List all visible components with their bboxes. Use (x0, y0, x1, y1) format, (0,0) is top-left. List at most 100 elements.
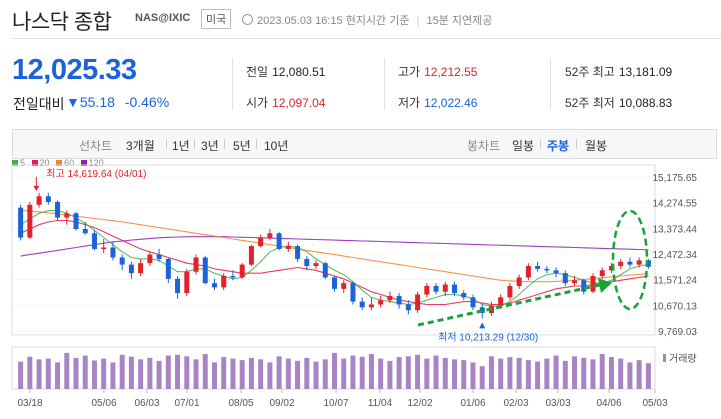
period-3y-tab[interactable]: 3년 (201, 139, 219, 153)
candle-chart-label: 봉차트 (467, 139, 501, 153)
period-1y-tab[interactable]: 1년 (172, 139, 190, 153)
ma120-legend-label: 120 (88, 158, 104, 168)
x-tick-label: 12/02 (407, 398, 432, 409)
candle-body (27, 204, 33, 238)
volume-bar (82, 355, 88, 389)
candle-body (553, 270, 559, 274)
x-tick-label: 09/02 (269, 398, 294, 409)
y-tick-label: 9,769.03 (658, 327, 697, 338)
high-annotation: 최고 14,619.64 (04/01) (46, 168, 146, 180)
y-tick-label: 13,373.44 (653, 224, 698, 235)
candle-body (156, 254, 162, 259)
candle-body (45, 196, 51, 202)
x-tick-label: 10/07 (323, 398, 348, 409)
volume-bar (128, 356, 134, 389)
candle-body (202, 257, 208, 284)
plot-frame (11, 164, 656, 336)
change-percent: -0.46% (124, 94, 170, 110)
market-badge: 미국 (201, 9, 232, 29)
y-tick-label: 12,472.34 (653, 250, 698, 261)
candle-body (470, 297, 476, 308)
candle-body (599, 270, 605, 276)
daily-candle-tab[interactable]: 일봉 (512, 139, 535, 153)
volume-bar (221, 357, 227, 389)
ma20-swatch (31, 160, 38, 166)
low-arrow-icon (479, 322, 486, 329)
price-chart[interactable]: 15,175.65 14,274.55 13,373.44 12,472.34 11,5… (0, 160, 721, 419)
divider (550, 58, 551, 110)
candle-body (18, 207, 24, 238)
volume-bar (396, 357, 402, 389)
candle-body (258, 237, 264, 247)
volume-bar (581, 357, 587, 389)
ma5-line (20, 209, 649, 307)
candle-body (175, 278, 181, 294)
volume-bar (332, 352, 337, 389)
candle-body (359, 301, 365, 308)
volume-bar (368, 354, 374, 389)
candle-body (581, 280, 587, 292)
candle-body (645, 260, 651, 267)
volume-bar (202, 354, 208, 389)
stat-52w-high: 52주 최고 13,181.09 (565, 65, 673, 79)
volume-bar (55, 362, 61, 389)
period-5y-tab[interactable]: 5년 (233, 139, 251, 153)
candle-body (91, 233, 97, 249)
weekly-candle-tab[interactable]: 주봉 (547, 139, 570, 153)
change-value: ▼55.18 -0.46% (66, 94, 170, 110)
candle-body (415, 294, 421, 311)
stat-high: 고가 12,212.55 (398, 65, 478, 79)
volume-bar (562, 360, 568, 389)
volume-bar (110, 362, 116, 389)
stat-prev-close: 전일 12,080.51 (246, 65, 326, 79)
candle-body (378, 300, 384, 305)
volume-bar (64, 352, 70, 389)
candle-body (433, 285, 439, 292)
ma60-legend-label: 60 (64, 158, 75, 168)
volume-bar (590, 359, 596, 389)
volume-legend-swatch (663, 354, 666, 362)
ma60-swatch (56, 160, 63, 166)
down-arrow-icon: ▼ (66, 94, 80, 110)
header: 나스닥 종합 NAS@IXIC 미국 2023.05.03 16:15 현지시간… (0, 0, 721, 36)
candle-body (119, 257, 125, 265)
candle-body (73, 213, 79, 230)
candle-body (461, 293, 467, 298)
candle-body (138, 263, 144, 274)
page-title: 나스닥 종합 (12, 11, 112, 34)
volume-bar (461, 360, 467, 389)
volume-bar (645, 363, 651, 389)
candle-body (387, 295, 393, 301)
volume-bar (119, 354, 125, 389)
candle-body (544, 268, 550, 271)
period-10y-tab[interactable]: 10년 (264, 139, 289, 153)
stat-52w-low: 52주 최저 10,088.83 (565, 96, 673, 110)
candle-body (332, 277, 337, 289)
x-tick-label: 05/03 (642, 398, 667, 409)
candle-body (285, 246, 291, 249)
candle-body (322, 263, 328, 278)
volume-bar (304, 357, 310, 389)
volume-bar (525, 360, 531, 389)
ma120-swatch (80, 160, 87, 166)
volume-bar (211, 362, 217, 389)
volume-bar (295, 360, 301, 389)
volume-bar (387, 360, 393, 389)
y-tick-label: 15,175.65 (653, 173, 698, 184)
volume-bar (405, 356, 411, 389)
volume-bar (45, 358, 51, 389)
candle-body (230, 275, 236, 278)
stat-open: 시가 12,097.04 (246, 96, 326, 110)
volume-label: 거래량 (669, 353, 697, 365)
current-price: 12,025.33 (12, 54, 137, 86)
volume-bar (350, 355, 356, 389)
volume-bar (535, 361, 541, 389)
candle-body (110, 247, 116, 258)
volume-bar (636, 360, 642, 389)
volume-bar (359, 356, 365, 389)
clock-icon (242, 14, 253, 25)
monthly-candle-tab[interactable]: 월봉 (585, 139, 608, 153)
period-3m-tab[interactable]: 3개월 (126, 139, 155, 153)
volume-bar (378, 358, 384, 389)
candle-body (101, 247, 107, 250)
